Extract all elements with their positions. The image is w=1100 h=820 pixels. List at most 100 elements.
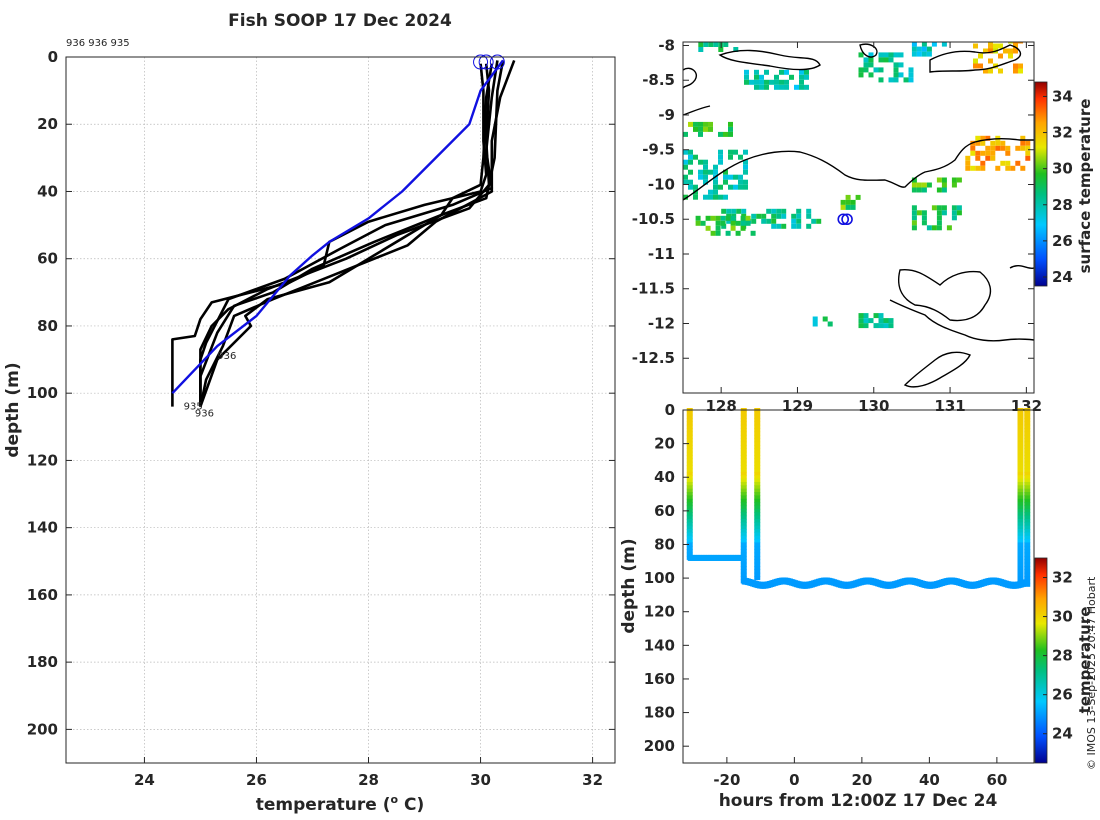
sst-pixel: [983, 48, 988, 54]
sst-pixel: [794, 84, 799, 90]
sst-pixel: [941, 177, 947, 183]
section-cast-sample: [754, 549, 761, 554]
sst-pixel: [749, 79, 754, 85]
section-cast-sample: [1024, 502, 1031, 507]
sst-pixel: [750, 230, 756, 236]
section-cast-sample: [686, 512, 693, 517]
sst-pixel: [744, 79, 749, 85]
sst-pixel: [761, 218, 767, 224]
profile-surface-marker: [478, 54, 494, 70]
sst-pixel: [756, 213, 762, 219]
sst-pixel: [840, 204, 846, 210]
sst-pixel: [740, 220, 746, 226]
sst-pixel: [713, 179, 718, 185]
section-cast-sample: [686, 485, 693, 490]
sst-pixel: [855, 194, 861, 200]
sst-pixel: [728, 174, 733, 180]
sst-pixel: [723, 174, 728, 180]
sst-pixel: [683, 164, 688, 170]
section-cast-sample: [754, 451, 761, 456]
section-colorbar-label: temperature: [1076, 607, 1094, 714]
sst-pixel: [863, 57, 869, 63]
sst-pixel: [745, 220, 751, 226]
section-cast-sample: [686, 431, 693, 436]
map-y-tick-label: -11.5: [632, 280, 675, 298]
sst-pixel: [730, 220, 736, 226]
sst-pixel: [883, 318, 889, 324]
sst-pixel: [975, 140, 981, 146]
sst-pixel: [728, 154, 733, 160]
sst-pixel: [754, 69, 759, 75]
section-cast-sample: [686, 545, 693, 550]
section-cast-sample: [1024, 566, 1031, 571]
sst-pixel: [988, 68, 993, 74]
sst-pixel: [693, 121, 698, 127]
sst-pixel: [688, 154, 693, 160]
section-cast-sample: [754, 552, 761, 557]
section-cast-sample: [1017, 522, 1024, 527]
sst-pixel: [776, 208, 782, 214]
sst-pixel: [693, 184, 698, 190]
section-cast-sample: [740, 532, 747, 537]
profile-surface-marker: [473, 54, 489, 70]
sst-pixel: [781, 213, 787, 219]
section-cast-sample: [1024, 444, 1031, 449]
section-cast-sample: [686, 411, 693, 416]
section-colorbar-tick-label: 24: [1052, 725, 1073, 743]
sst-pixel: [903, 77, 909, 83]
section-cast-sample: [1017, 532, 1024, 537]
section-cast-sample: [1017, 475, 1024, 480]
map-y-tick-label: -10.5: [632, 210, 675, 228]
section-cast-sample: [1024, 529, 1031, 534]
section-y-tick-label: 140: [644, 636, 675, 654]
profile-y-tick-label: 80: [37, 317, 58, 335]
section-cast-sample: [1024, 569, 1031, 574]
sst-pixel: [921, 182, 927, 188]
sst-pixel: [998, 53, 1003, 59]
sst-pixel: [911, 51, 917, 57]
sst-pixel: [799, 79, 804, 85]
section-cast-sample: [686, 468, 693, 473]
section-cast-sample: [1024, 539, 1031, 544]
section-cast-sample: [1017, 485, 1024, 490]
map-colorbar-label: surface temperature: [1076, 99, 1094, 274]
sst-pixel: [683, 159, 688, 165]
profile-series-line: [199, 60, 505, 407]
section-cast-sample: [740, 566, 747, 571]
section-cast-sample: [1017, 529, 1024, 534]
section-cast-sample: [1024, 458, 1031, 463]
section-cast-sample: [1024, 545, 1031, 550]
sst-pixel: [713, 42, 719, 47]
profile-surface-marker: [489, 54, 505, 70]
section-cast-sample: [1024, 451, 1031, 456]
map-colorbar-tick-label: 30: [1052, 160, 1073, 178]
sst-pixel: [816, 218, 822, 224]
map-y-tick-label: -12.5: [632, 349, 675, 367]
profile-y-tick-label: 60: [37, 250, 58, 268]
sst-pixel: [779, 79, 784, 85]
sst-pixel: [878, 318, 884, 324]
sst-pixel: [931, 42, 937, 47]
sst-pixel: [703, 159, 708, 165]
section-cast-sample: [686, 434, 693, 439]
sst-pixel: [683, 174, 688, 180]
sst-pixel: [921, 210, 927, 216]
section-cast-sample: [1024, 522, 1031, 527]
sst-pixel: [956, 210, 962, 216]
map-y-tick-label: -10: [648, 175, 675, 193]
profile-x-tick-label: 24: [134, 771, 155, 789]
map-y-tick-label: -8.5: [642, 71, 675, 89]
section-y-axis-label: depth (m): [619, 538, 639, 633]
section-cast-sample: [754, 492, 761, 497]
sst-pixel: [781, 223, 787, 229]
sst-pixel: [796, 213, 802, 219]
section-cast-sample: [740, 451, 747, 456]
sst-pixel: [858, 67, 864, 73]
section-cast-sample: [1024, 428, 1031, 433]
sst-pixel: [705, 215, 711, 221]
section-cast-sample: [1024, 495, 1031, 500]
sst-pixel: [937, 37, 942, 42]
sst-pixel: [941, 182, 947, 188]
sst-pixel: [726, 218, 732, 224]
section-cast-sample: [1017, 502, 1024, 507]
